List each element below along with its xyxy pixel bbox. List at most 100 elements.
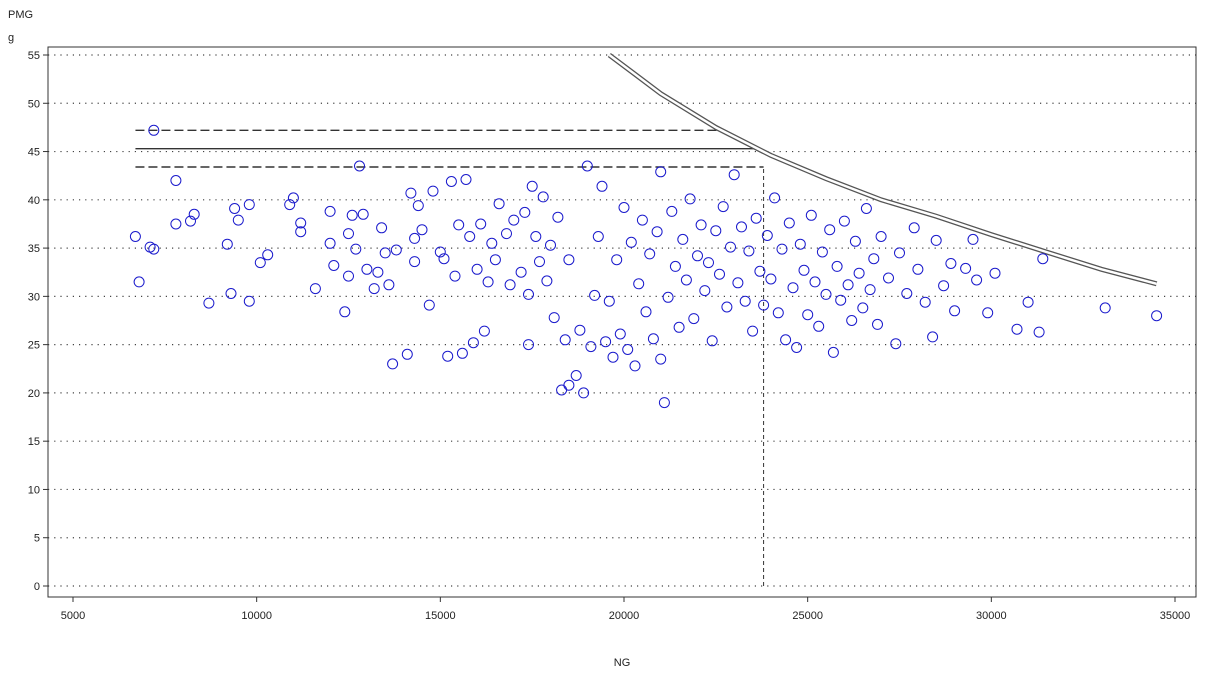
data-point xyxy=(967,233,979,245)
data-point xyxy=(434,246,446,258)
data-point xyxy=(824,224,836,236)
data-point xyxy=(504,279,516,291)
boundary-curve-inner xyxy=(608,54,1157,285)
y-axis-label: PMG xyxy=(8,9,33,21)
data-point xyxy=(354,160,365,172)
data-point xyxy=(655,353,667,365)
data-point xyxy=(585,341,597,353)
x-tick-label: 20000 xyxy=(609,610,640,622)
data-point xyxy=(728,169,740,181)
data-point xyxy=(343,228,354,240)
data-point xyxy=(684,193,696,205)
data-point xyxy=(309,283,321,295)
data-point xyxy=(846,315,858,326)
data-point xyxy=(794,238,806,250)
data-point xyxy=(644,248,656,260)
data-point xyxy=(750,212,762,224)
data-point xyxy=(739,295,751,307)
data-point xyxy=(864,284,876,296)
data-point xyxy=(501,228,512,240)
data-point xyxy=(633,278,645,290)
data-point xyxy=(758,299,770,311)
data-point xyxy=(416,224,428,236)
data-point xyxy=(949,305,961,317)
y-tick-label: 15 xyxy=(28,436,40,448)
data-point xyxy=(170,218,182,230)
data-point xyxy=(982,307,994,319)
data-point xyxy=(129,231,141,242)
y-tick-label: 45 xyxy=(28,147,40,159)
data-point xyxy=(603,295,615,307)
data-point xyxy=(710,225,722,237)
data-point xyxy=(390,244,402,256)
data-point xyxy=(427,185,439,197)
data-point xyxy=(651,226,663,238)
data-point xyxy=(475,218,487,230)
data-point xyxy=(695,219,707,231)
data-point xyxy=(655,166,667,178)
data-point xyxy=(453,219,465,231)
reference-lines xyxy=(135,129,765,586)
data-point xyxy=(945,258,957,269)
data-point xyxy=(148,124,160,136)
data-point xyxy=(960,262,972,274)
data-point xyxy=(890,338,902,350)
data-point xyxy=(908,222,920,234)
data-point xyxy=(541,275,553,287)
data-point xyxy=(787,282,799,294)
data-point xyxy=(423,299,435,311)
data-point xyxy=(625,236,637,248)
data-point xyxy=(747,325,759,337)
data-point xyxy=(717,201,729,213)
y-tick-label: 35 xyxy=(28,243,40,255)
data-point xyxy=(486,237,498,249)
data-point xyxy=(838,215,850,227)
data-point xyxy=(328,260,340,271)
data-point xyxy=(699,285,711,297)
y-tick-label: 50 xyxy=(28,98,40,110)
data-point xyxy=(894,247,905,259)
data-point xyxy=(692,250,703,262)
data-point xyxy=(853,267,865,279)
data-point xyxy=(857,302,869,314)
y-tick-label: 0 xyxy=(34,581,40,593)
data-point xyxy=(912,263,924,275)
data-point xyxy=(754,265,766,277)
data-point xyxy=(783,217,795,229)
data-point xyxy=(471,263,483,275)
data-point xyxy=(622,344,634,355)
data-point xyxy=(526,180,538,192)
data-point xyxy=(688,313,700,325)
data-point xyxy=(714,268,725,280)
data-point xyxy=(133,276,145,288)
data-point xyxy=(791,342,803,353)
data-point xyxy=(519,206,531,218)
data-point xyxy=(456,347,468,359)
data-point xyxy=(677,233,689,245)
data-point xyxy=(805,209,817,221)
data-point xyxy=(872,318,883,330)
data-point xyxy=(530,231,542,242)
data-point xyxy=(412,200,424,212)
data-point xyxy=(438,253,450,265)
y-tick-label: 25 xyxy=(28,340,40,352)
data-points xyxy=(129,124,1163,409)
data-point xyxy=(324,237,336,249)
data-point xyxy=(589,289,601,301)
data-point xyxy=(875,231,887,242)
data-point xyxy=(765,273,777,285)
data-point xyxy=(548,312,560,324)
data-point xyxy=(971,274,983,286)
data-point xyxy=(379,247,391,259)
data-point xyxy=(467,337,479,349)
data-point xyxy=(552,211,564,223)
data-point xyxy=(578,387,590,399)
data-point xyxy=(523,339,534,351)
data-point xyxy=(350,243,362,255)
y-tick-label: 10 xyxy=(28,484,40,496)
data-point xyxy=(901,288,913,299)
data-point xyxy=(725,241,736,253)
data-point xyxy=(636,214,648,226)
data-point xyxy=(295,217,307,229)
